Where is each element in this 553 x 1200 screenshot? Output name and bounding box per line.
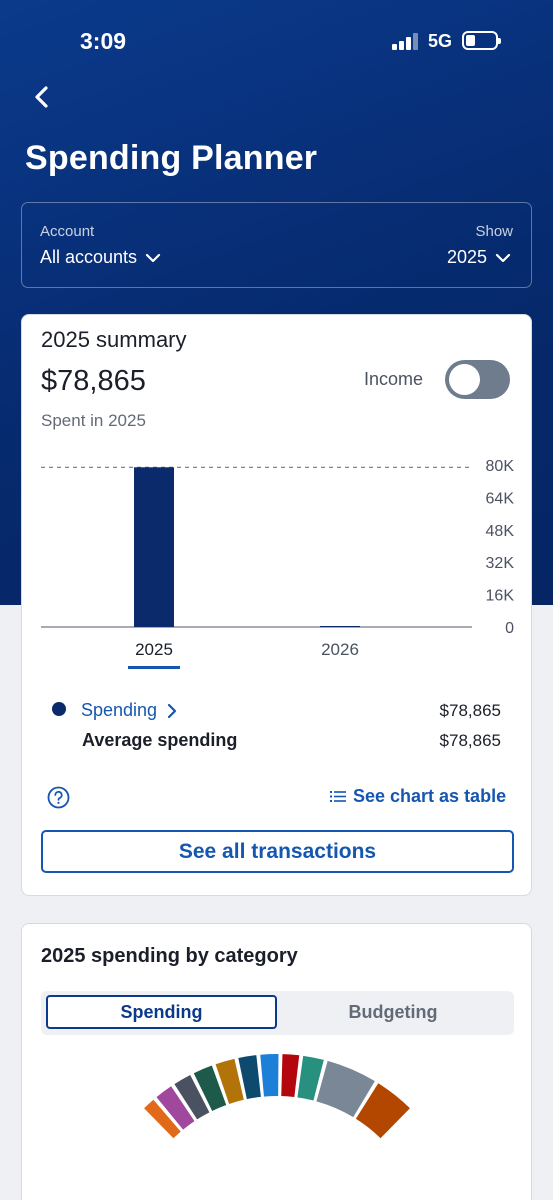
donut-segment [355,1083,410,1139]
spending-legend-dot [52,702,66,716]
list-icon [330,791,346,802]
spending-link[interactable]: Spending [81,700,177,721]
see-chart-as-table-link[interactable]: See chart as table [330,786,506,807]
x-label-2026: 2026 [321,640,359,659]
chevron-down-icon [145,253,161,262]
category-title: 2025 spending by category [41,945,298,967]
donut-segment [174,1074,210,1120]
y-tick-label: 48K [486,523,515,540]
page-title: Spending Planner [25,139,318,177]
x-label-2025: 2025 [135,640,173,659]
battery-icon [462,31,501,50]
y-tick-label: 0 [505,620,514,637]
donut-segment [215,1058,244,1104]
y-tick-label: 16K [486,588,515,605]
chevron-left-icon [35,86,48,108]
year-value: 2025 [446,247,487,267]
spending-bar-chart: 80K 64K 48K 32K 16K 0 2025 2026 [41,458,515,669]
summary-title: 2025 summary [41,327,187,352]
see-chart-as-table-label: See chart as table [353,786,507,806]
average-spending-label: Average spending [82,730,238,750]
tab-spending[interactable]: Spending [46,995,277,1029]
income-toggle-label: Income [364,369,424,389]
y-tick-label: 80K [486,458,515,475]
spending-link-label: Spending [81,700,158,720]
spending-value: $78,865 [439,701,501,720]
help-icon[interactable] [47,786,70,809]
toggle-knob [449,364,480,395]
see-all-transactions-button[interactable]: See all transactions [41,830,514,873]
year-dropdown[interactable]: 2025 [447,247,511,268]
category-card: 2025 spending by category Spending Budge… [21,923,532,1200]
donut-segment [260,1054,279,1097]
tab-budgeting[interactable]: Budgeting [348,1001,438,1022]
summary-subtitle: Spent in 2025 [41,411,146,430]
signal-icon [392,32,420,50]
network-label: 5G [428,31,453,51]
show-label: Show [475,223,513,240]
status-time: 3:09 [80,28,127,54]
chevron-right-icon [167,703,177,718]
y-tick-label: 32K [486,555,515,572]
account-dropdown[interactable]: All accounts [40,247,161,268]
donut-segment [316,1060,375,1118]
average-spending-value: $78,865 [439,731,501,750]
y-tick-label: 64K [486,490,515,507]
income-toggle[interactable] [445,360,510,399]
selected-year-indicator [128,666,180,669]
filter-panel: Account All accounts Show 2025 [21,202,532,288]
category-segmented-control: Spending Budgeting [41,991,514,1035]
category-donut-chart [144,1054,410,1139]
donut-segment [238,1055,261,1100]
account-value: All accounts [40,247,138,267]
bar-2026 [320,626,360,627]
donut-segment [144,1099,181,1139]
chevron-down-icon [495,253,511,262]
donut-segment [281,1054,300,1098]
donut-segment [297,1055,324,1101]
back-button[interactable] [26,80,56,114]
account-label: Account [40,223,95,240]
status-bar: 3:09 5G [0,0,553,80]
bar-2025 [134,467,174,627]
donut-segment [156,1086,195,1130]
donut-segment [193,1065,227,1111]
summary-amount: $78,865 [41,365,146,397]
summary-card: 2025 summary $78,865 Spent in 2025 Incom… [21,314,532,896]
